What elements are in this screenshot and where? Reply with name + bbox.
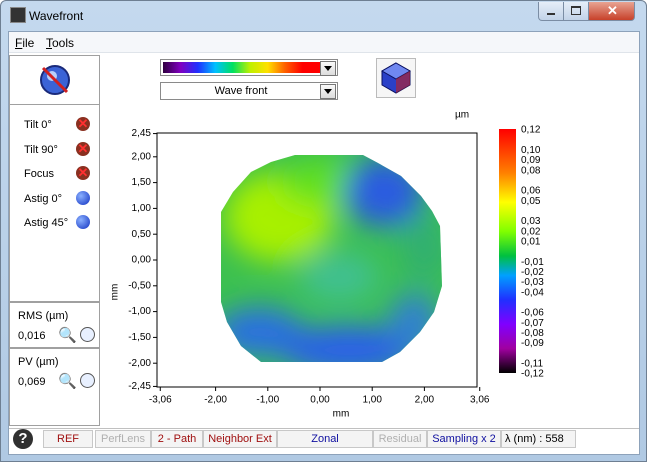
aberration-label: Focus: [24, 168, 54, 180]
colorbar-tick-label: -0,08: [521, 328, 544, 339]
colorbar-tick-label: 0,09: [521, 155, 541, 166]
separator: [99, 55, 100, 425]
aberration-toggle[interactable]: ✕: [76, 165, 90, 180]
aberration-label: Tilt 0°: [24, 119, 52, 131]
y-tick-label: 2,00: [132, 151, 152, 162]
x-tick-label: -3,06: [149, 395, 172, 406]
minimize-button[interactable]: [538, 2, 564, 21]
pv-box: PV (µm) 0,069 🔍: [9, 348, 100, 426]
display-selector-text: Wave front: [214, 85, 268, 97]
x-tick-label: 0,00: [310, 395, 330, 406]
colorbar-tick-label: 0,10: [521, 145, 541, 156]
dropdown-arrow[interactable]: [320, 84, 336, 99]
colorbar-tick-label: -0,03: [521, 277, 544, 288]
y-tick-label: 1,00: [132, 203, 152, 214]
colorbar-tick-label: -0,12: [521, 369, 544, 380]
colorbar-tick-label: -0,06: [521, 308, 544, 319]
3d-view-button[interactable]: [376, 58, 416, 98]
wavefront-map: [221, 155, 442, 362]
status-field: λ (nm) : 558: [501, 430, 576, 448]
status-field: PerfLens: [95, 430, 151, 448]
colorbar-tick-label: 0,06: [521, 186, 541, 197]
pv-label: PV (µm): [18, 356, 59, 368]
colorbar-tick-label: 0,02: [521, 226, 541, 237]
colorbar-tick-label: 0,12: [521, 125, 541, 136]
x-axis-label: mm: [333, 409, 350, 420]
aberration-label: Astig 0°: [24, 192, 63, 205]
app-icon: [10, 7, 26, 23]
status-field: 2 - Path: [151, 430, 203, 448]
status-field: REF: [43, 430, 93, 448]
close-button[interactable]: ✕: [588, 2, 635, 21]
y-tick-label: 0,50: [132, 229, 152, 240]
y-tick-label: -1,00: [128, 306, 151, 317]
colorbar-tick-label: -0,04: [521, 287, 544, 298]
y-tick-label: 1,50: [132, 177, 152, 188]
colorbar-tick-label: -0,02: [521, 267, 544, 278]
wavefront-plot: µm mm mm -3,06 -2,00 -1,00 0,00 1,00 2,00 3,06…: [110, 110, 545, 420]
dropdown-arrow[interactable]: [320, 61, 336, 76]
rms-label: RMS (µm): [18, 310, 69, 322]
colorbar-tick-label: -0,09: [521, 338, 544, 349]
timer-icon[interactable]: [80, 373, 95, 388]
x-tick-label: 2,00: [415, 395, 435, 406]
aberration-box: Tilt 0° ✕ Tilt 90° ✕ Focus ✕ Astig 0° Astig 45°: [9, 104, 100, 302]
status-separator: [9, 428, 639, 429]
unit-label: µm: [455, 110, 469, 121]
status-field: Residual: [373, 430, 427, 448]
help-button[interactable]: ?: [13, 429, 33, 449]
window-title: Wavefront: [29, 9, 84, 23]
aberration-label: Astig 45°: [24, 217, 69, 229]
aberration-toggle[interactable]: ✕: [76, 116, 90, 131]
x-tick-label: 1,00: [362, 395, 382, 406]
rms-box: RMS (µm) 0,016 🔍: [9, 302, 100, 348]
aberration-label: Tilt 90°: [24, 143, 58, 156]
aberration-toggle[interactable]: ✕: [76, 140, 90, 156]
y-tick-label: 0,00: [132, 255, 152, 266]
status-field: Neighbor Ext: [203, 430, 277, 448]
x-tick-label: 3,06: [470, 395, 490, 406]
x-tick-label: -2,00: [204, 395, 227, 406]
aberration-toggle[interactable]: [76, 215, 90, 229]
x-tick-label: -1,00: [256, 395, 279, 406]
colorbar-tick-label: 0,01: [521, 236, 541, 247]
y-tick-label: -2,45: [128, 381, 151, 392]
colormap-selector[interactable]: [160, 59, 338, 76]
pv-value: 0,069: [18, 376, 46, 388]
status-field: Sampling x 2: [427, 430, 501, 448]
y-tick-label: -1,50: [128, 332, 151, 343]
client-area: File Tools Tilt 0° ✕ Tilt 90° ✕ Focus ✕ Astig …: [8, 31, 640, 455]
y-tick-label: -2,00: [128, 358, 151, 369]
colorbar-tick-label: 0,08: [521, 165, 541, 176]
main-button-box: [9, 55, 100, 105]
maximize-button[interactable]: [563, 2, 589, 21]
colorbar-tick-label: 0,05: [521, 196, 541, 207]
aberration-toggle[interactable]: [76, 190, 90, 205]
timer-icon[interactable]: [80, 327, 95, 342]
display-selector[interactable]: Wave front: [160, 82, 338, 100]
colorbar-tick-label: -0,01: [521, 257, 544, 268]
y-tick-label: 2,45: [132, 128, 152, 139]
y-tick-label: -0,50: [128, 280, 151, 291]
menu-tools[interactable]: Tools: [46, 36, 75, 50]
menu-bar: File Tools: [9, 32, 639, 53]
colorbar-tick-label: -0,07: [521, 318, 544, 329]
reference-button[interactable]: [38, 63, 72, 97]
zoom-icon[interactable]: 🔍: [58, 373, 77, 390]
y-axis-label: mm: [110, 284, 121, 301]
zoom-icon[interactable]: 🔍: [58, 327, 77, 344]
colorbar-tick-label: 0,03: [521, 216, 541, 227]
colorbar: [499, 129, 516, 373]
rms-value: 0,016: [18, 330, 46, 342]
menu-file[interactable]: File: [15, 36, 35, 50]
status-field: Zonal: [277, 430, 373, 448]
colorbar-tick-label: -0,11: [521, 358, 543, 369]
